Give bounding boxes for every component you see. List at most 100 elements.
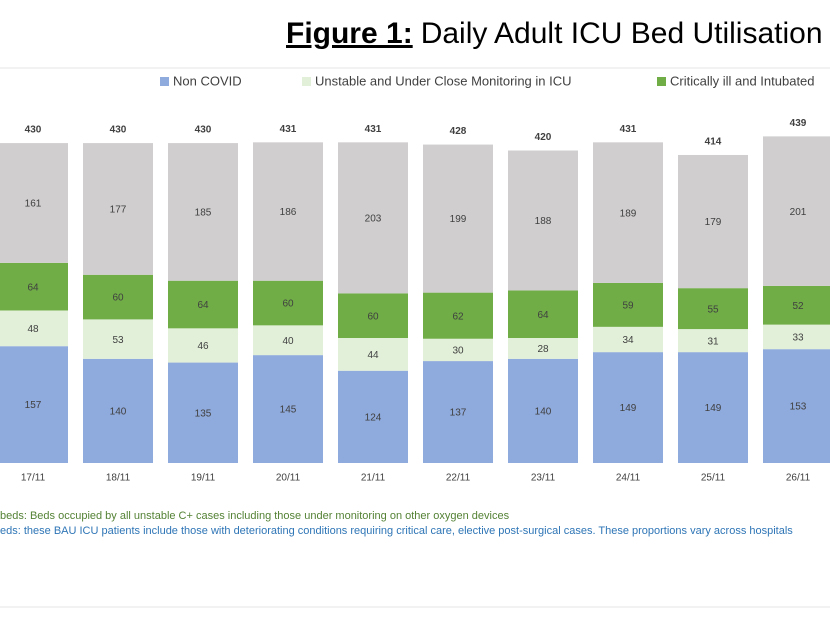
total-label: 430 bbox=[25, 125, 42, 136]
data-label: 161 bbox=[25, 199, 42, 210]
bar-segment bbox=[253, 142, 323, 281]
x-tick-label: 20/11 bbox=[276, 473, 301, 484]
bar-segment bbox=[423, 292, 493, 339]
data-label: 201 bbox=[790, 207, 807, 218]
legend-label: Critically ill and Intubated bbox=[670, 73, 815, 88]
bar-segment bbox=[338, 293, 408, 339]
legend: Non COVID Unstable and Under Close Monito… bbox=[160, 73, 815, 88]
bar-segment bbox=[678, 329, 748, 353]
data-label: 33 bbox=[792, 333, 804, 344]
legend-swatch bbox=[657, 77, 666, 86]
bar-segment bbox=[593, 352, 663, 463]
bar-segment bbox=[0, 143, 68, 263]
data-label: 44 bbox=[367, 350, 379, 361]
bar-segment bbox=[423, 144, 493, 293]
data-label: 28 bbox=[537, 344, 549, 355]
bar-segment bbox=[763, 349, 830, 463]
bar-segment bbox=[508, 290, 578, 339]
bar-segment bbox=[253, 325, 323, 356]
legend-label: Non COVID bbox=[173, 73, 242, 88]
data-label: 60 bbox=[367, 311, 379, 322]
data-label: 46 bbox=[197, 341, 209, 352]
bar-segment bbox=[508, 338, 578, 359]
bar-segment bbox=[678, 288, 748, 330]
bar-segment bbox=[508, 150, 578, 291]
total-label: 420 bbox=[535, 132, 552, 143]
bar-segment bbox=[593, 326, 663, 353]
bar-segment bbox=[338, 142, 408, 294]
data-label: 34 bbox=[622, 335, 634, 346]
bar-segment bbox=[508, 358, 578, 463]
x-tick-label: 24/11 bbox=[616, 473, 641, 484]
bar-segment bbox=[763, 285, 830, 325]
data-label: 186 bbox=[280, 207, 297, 218]
bar-segment bbox=[423, 338, 493, 362]
x-tick-label: 23/11 bbox=[531, 473, 556, 484]
data-label: 149 bbox=[620, 403, 637, 414]
bar-segment bbox=[168, 280, 238, 329]
bar-segment bbox=[423, 361, 493, 463]
total-label: 431 bbox=[365, 124, 382, 135]
bar-segment bbox=[168, 362, 238, 463]
data-label: 52 bbox=[792, 301, 804, 312]
data-label: 157 bbox=[25, 400, 42, 411]
bar-segment bbox=[168, 328, 238, 363]
bar-segment bbox=[83, 319, 153, 359]
chart-title: Figure 1: Daily Adult ICU Bed Utilisation bbox=[286, 17, 823, 50]
total-label: 428 bbox=[450, 126, 467, 137]
legend-label: Unstable and Under Close Monitoring in I… bbox=[315, 73, 572, 88]
data-label: 59 bbox=[622, 301, 634, 312]
x-tick-label: 18/11 bbox=[106, 473, 131, 484]
bar-segment bbox=[338, 338, 408, 371]
data-label: 137 bbox=[450, 408, 467, 419]
data-label: 64 bbox=[537, 310, 549, 321]
data-label: 199 bbox=[450, 214, 467, 225]
bar-segment bbox=[253, 355, 323, 463]
data-label: 64 bbox=[27, 282, 39, 293]
data-label: 64 bbox=[197, 300, 209, 311]
data-label: 62 bbox=[452, 311, 464, 322]
data-label: 31 bbox=[707, 336, 719, 347]
data-label: 145 bbox=[280, 405, 297, 416]
x-tick-label: 22/11 bbox=[446, 473, 471, 484]
total-label: 439 bbox=[790, 118, 807, 129]
total-label: 431 bbox=[620, 124, 637, 135]
total-label: 414 bbox=[705, 137, 722, 148]
title-prefix: Figure 1: bbox=[286, 17, 413, 50]
legend-swatch bbox=[160, 77, 169, 86]
data-label: 135 bbox=[195, 408, 212, 419]
x-tick-label: 21/11 bbox=[361, 473, 386, 484]
total-label: 431 bbox=[280, 124, 297, 135]
bar-segment bbox=[0, 346, 68, 463]
data-label: 140 bbox=[110, 407, 127, 418]
data-label: 48 bbox=[27, 324, 39, 335]
data-label: 140 bbox=[535, 407, 552, 418]
bar-segment bbox=[338, 370, 408, 463]
data-label: 153 bbox=[790, 402, 807, 413]
data-label: 60 bbox=[282, 299, 294, 310]
title-text: Daily Adult ICU Bed Utilisation bbox=[421, 17, 823, 50]
data-label: 124 bbox=[365, 413, 382, 424]
data-label: 177 bbox=[110, 205, 127, 216]
bar-segment bbox=[593, 282, 663, 327]
data-label: 179 bbox=[705, 217, 722, 228]
bar-segment bbox=[0, 262, 68, 311]
x-tick-label: 17/11 bbox=[21, 473, 46, 484]
total-label: 430 bbox=[195, 125, 212, 136]
data-label: 203 bbox=[365, 213, 382, 224]
data-label: 53 bbox=[112, 335, 124, 346]
bar-segment bbox=[253, 280, 323, 326]
data-label: 149 bbox=[705, 403, 722, 414]
plot: 157 48 64 161 430 17/11 140 53 60 177 430 18/11 135 4… bbox=[0, 118, 830, 484]
legend-swatch bbox=[302, 77, 311, 86]
bar-segment bbox=[678, 352, 748, 463]
note: beds: Beds occupied by all unstable C+ c… bbox=[0, 510, 510, 522]
x-tick-label: 25/11 bbox=[701, 473, 726, 484]
note: eds: these BAU ICU patients include thos… bbox=[0, 525, 793, 537]
bar-segment bbox=[83, 358, 153, 463]
total-label: 430 bbox=[110, 125, 127, 136]
data-label: 55 bbox=[707, 304, 719, 315]
bar-segment bbox=[83, 274, 153, 320]
bar-segment bbox=[593, 142, 663, 283]
